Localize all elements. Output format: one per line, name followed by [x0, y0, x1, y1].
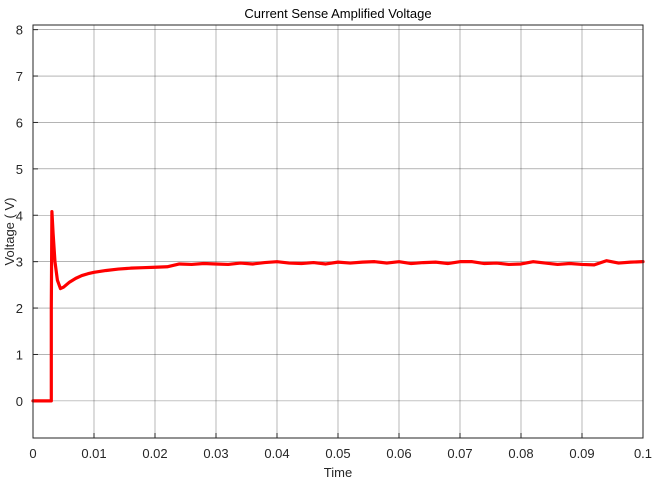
x-axis-label: Time [324, 465, 352, 480]
y-tick-label: 8 [16, 23, 23, 38]
y-axis-ticks: 0 1 2 3 4 5 6 7 8 [16, 23, 38, 409]
x-tick-label: 0.1 [634, 446, 652, 461]
y-tick-label: 7 [16, 69, 23, 84]
y-axis-label: Voltage ( V) [2, 198, 17, 266]
y-tick-label: 4 [16, 208, 23, 223]
chart-title: Current Sense Amplified Voltage [244, 6, 431, 21]
x-tick-label: 0.07 [447, 446, 472, 461]
plot-frame [32, 24, 644, 439]
x-tick-label: 0 [29, 446, 36, 461]
x-tick-label: 0.01 [81, 446, 106, 461]
x-tick-label: 0.08 [508, 446, 533, 461]
y-tick-label: 3 [16, 255, 23, 270]
y-tick-label: 0 [16, 394, 23, 409]
x-tick-label: 0.09 [569, 446, 594, 461]
x-tick-label: 0.03 [203, 446, 228, 461]
x-tick-label: 0.04 [264, 446, 289, 461]
y-tick-label: 5 [16, 162, 23, 177]
y-tick-label: 2 [16, 301, 23, 316]
x-axis-ticks: 0 0.01 0.02 0.03 0.04 0.05 0.06 0.07 0.08 0.09 0.1 [29, 433, 652, 461]
y-tick-label: 6 [16, 115, 23, 130]
series-line [31, 209, 645, 403]
y-tick-label: 1 [16, 347, 23, 362]
x-tick-label: 0.05 [325, 446, 350, 461]
x-tick-label: 0.02 [142, 446, 167, 461]
x-tick-label: 0.06 [386, 446, 411, 461]
